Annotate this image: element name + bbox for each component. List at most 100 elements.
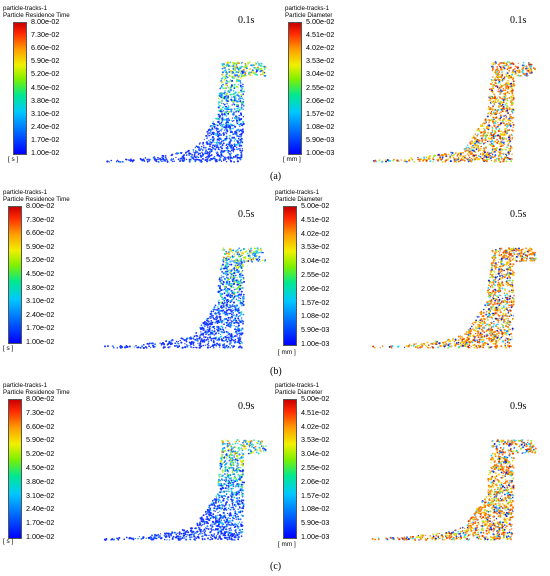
residence-time-colorbar-tick: 6.60e-02	[31, 43, 60, 53]
residence-time-colorbar-tick: 3.10e-02	[31, 108, 60, 118]
time-label-left: 0.9s	[238, 401, 255, 412]
particle-diameter-colorbar-gradient	[283, 399, 297, 539]
particle-diameter-colorbar-tick: 3.04e-02	[301, 256, 330, 266]
particle-diameter-colorbar-gradient	[283, 206, 297, 346]
panel-caption: (b)	[270, 366, 282, 377]
time-label-right: 0.5s	[510, 209, 527, 220]
residence-time-colorbar-tick: 1.00e-02	[26, 337, 55, 346]
residence-time-colorbar-tick: 2.40e-02	[26, 309, 55, 319]
particle-diameter-colorbar-title-line2: Particle Diameter	[275, 389, 323, 396]
particle-diameter-colorbar-title-line1: particle-tracks-1	[285, 5, 330, 12]
residence-time-colorbar-title-line2: Particle Residence Time	[3, 12, 70, 19]
particle-diameter-colorbar-title-line1: particle-tracks-1	[275, 382, 320, 389]
particle-diameter-colorbar-title-line2: Particle Diameter	[285, 12, 333, 19]
residence-time-colorbar-title-line1: particle-tracks-1	[3, 189, 48, 196]
residence-time-particle-plume	[106, 61, 267, 163]
residence-time-colorbar-title-line1: particle-tracks-1	[3, 5, 48, 12]
particle-diameter-colorbar-tick: 3.04e-02	[306, 69, 335, 79]
particle-diameter-colorbar-tick: 4.02e-02	[301, 228, 330, 238]
particle-diameter-colorbar-tick: 4.02e-02	[306, 43, 335, 53]
particle-diameter-colorbar-tick: 3.53e-02	[301, 242, 330, 252]
residence-time-colorbar-tick: 4.50e-02	[26, 463, 55, 472]
residence-time-colorbar-tick: 5.20e-02	[26, 449, 55, 459]
particle-diameter-colorbar-tick: 5.00e-02	[301, 394, 330, 403]
particle-diameter-colorbar-tick: 5.90e-03	[306, 134, 335, 144]
particle-diameter-colorbar-tick: 4.51e-02	[301, 214, 330, 224]
residence-time-colorbar-tick: 8.00e-02	[31, 17, 60, 26]
panel-caption: (a)	[270, 171, 282, 182]
residence-time-colorbar-tick: 2.40e-02	[31, 121, 60, 131]
residence-time-colorbar-tick: 5.20e-02	[31, 69, 60, 79]
residence-time-colorbar-tick: 7.30e-02	[26, 407, 55, 417]
particle-diameter-colorbar-tick: 4.51e-02	[301, 407, 330, 417]
time-label-left: 0.5s	[238, 209, 255, 220]
particle-diameter-colorbar-tick: 4.51e-02	[306, 30, 335, 40]
residence-time-colorbar-tick: 3.10e-02	[26, 490, 55, 500]
residence-time-colorbar-unit: [ s ]	[3, 538, 14, 545]
residence-time-colorbar-unit: [ s ]	[8, 156, 19, 163]
particle-diameter-colorbar-tick: 2.55e-02	[301, 463, 330, 472]
particle-diameter-colorbar-tick: 2.55e-02	[306, 82, 335, 92]
particle-diameter-colorbar-tick: 1.57e-02	[301, 297, 330, 307]
residence-time-colorbar-tick: 1.00e-02	[26, 532, 55, 541]
residence-time-colorbar-tick: 7.30e-02	[26, 214, 55, 224]
residence-time-colorbar-tick: 3.80e-02	[26, 476, 55, 486]
particle-diameter-colorbar-tick: 1.08e-02	[301, 311, 330, 321]
particle-diameter-colorbar-unit: [ mm ]	[278, 541, 296, 548]
residence-time-particle-plume	[104, 247, 266, 350]
residence-time-colorbar-tick: 8.00e-02	[26, 394, 55, 403]
particle-diameter-colorbar-tick: 5.90e-03	[301, 325, 330, 335]
residence-time-colorbar-tick: 6.60e-02	[26, 421, 55, 431]
particle-diameter-colorbar-tick: 1.00e-03	[301, 532, 330, 541]
time-label-left: 0.1s	[238, 15, 255, 26]
particle-diameter-colorbar-tick: 1.08e-02	[306, 121, 335, 131]
particle-diameter-particle-plume	[372, 61, 537, 164]
particle-diameter-colorbar-tick: 3.53e-02	[306, 56, 335, 66]
residence-time-colorbar-tick: 1.70e-02	[26, 323, 55, 333]
residence-time-colorbar-tick: 2.40e-02	[26, 504, 55, 514]
panel-caption: (c)	[270, 561, 282, 572]
residence-time-colorbar-tick: 4.50e-02	[31, 82, 60, 92]
particle-diameter-colorbar-tick: 1.00e-03	[301, 339, 330, 348]
particle-diameter-colorbar-unit: [ mm ]	[278, 349, 296, 356]
residence-time-colorbar-tick: 5.90e-02	[31, 56, 60, 66]
particle-diameter-colorbar-tick: 1.57e-02	[306, 108, 335, 118]
particle-diameter-colorbar-tick: 1.08e-02	[301, 504, 330, 514]
particle-diameter-colorbar-tick: 3.04e-02	[301, 449, 330, 459]
residence-time-colorbar-title-line2: Particle Residence Time	[3, 196, 70, 203]
particle-diameter-colorbar-tick: 1.57e-02	[301, 490, 330, 500]
residence-time-colorbar-tick: 1.70e-02	[26, 518, 55, 528]
residence-time-colorbar-unit: [ s ]	[3, 345, 14, 352]
particle-diameter-particle-plume	[372, 247, 537, 349]
residence-time-colorbar-tick: 5.90e-02	[26, 435, 55, 445]
particle-diameter-colorbar-tick: 1.00e-03	[306, 148, 335, 157]
time-label-right: 0.1s	[510, 15, 527, 26]
residence-time-colorbar-tick: 4.50e-02	[26, 269, 55, 278]
residence-time-colorbar-tick: 6.60e-02	[26, 228, 55, 238]
residence-time-colorbar-gradient	[8, 206, 22, 344]
residence-time-particle-plume	[103, 439, 267, 541]
particle-diameter-colorbar-title-line2: Particle Diameter	[275, 196, 323, 203]
time-label-right: 0.9s	[510, 401, 527, 412]
particle-diameter-colorbar-tick: 2.06e-02	[306, 95, 335, 105]
residence-time-colorbar-tick: 3.80e-02	[26, 282, 55, 292]
particle-diameter-colorbar-gradient	[288, 22, 302, 155]
residence-time-colorbar-tick: 5.90e-02	[26, 241, 55, 251]
residence-time-colorbar-tick: 3.10e-02	[26, 296, 55, 306]
residence-time-colorbar-gradient	[8, 399, 22, 539]
particle-diameter-colorbar-tick: 5.90e-03	[301, 518, 330, 528]
particle-diameter-colorbar-tick: 2.55e-02	[301, 270, 330, 279]
residence-time-colorbar-tick: 3.80e-02	[31, 95, 60, 105]
particle-diameter-colorbar-tick: 2.06e-02	[301, 283, 330, 293]
residence-time-colorbar-tick: 8.00e-02	[26, 201, 55, 210]
residence-time-colorbar-tick: 1.00e-02	[31, 148, 60, 157]
particle-diameter-colorbar-tick: 4.02e-02	[301, 421, 330, 431]
residence-time-colorbar-tick: 5.20e-02	[26, 255, 55, 265]
particle-diameter-colorbar-tick: 5.00e-02	[306, 17, 335, 26]
residence-time-colorbar-title-line1: particle-tracks-1	[3, 382, 48, 389]
residence-time-colorbar-gradient	[13, 22, 27, 155]
residence-time-colorbar-tick: 7.30e-02	[31, 30, 60, 40]
particle-diameter-colorbar-title-line1: particle-tracks-1	[275, 189, 320, 196]
particle-diameter-colorbar-tick: 3.53e-02	[301, 435, 330, 445]
particle-diameter-colorbar-unit: [ mm ]	[283, 156, 301, 163]
